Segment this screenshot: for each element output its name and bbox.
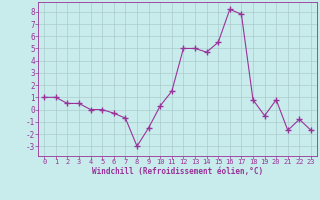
X-axis label: Windchill (Refroidissement éolien,°C): Windchill (Refroidissement éolien,°C) — [92, 167, 263, 176]
